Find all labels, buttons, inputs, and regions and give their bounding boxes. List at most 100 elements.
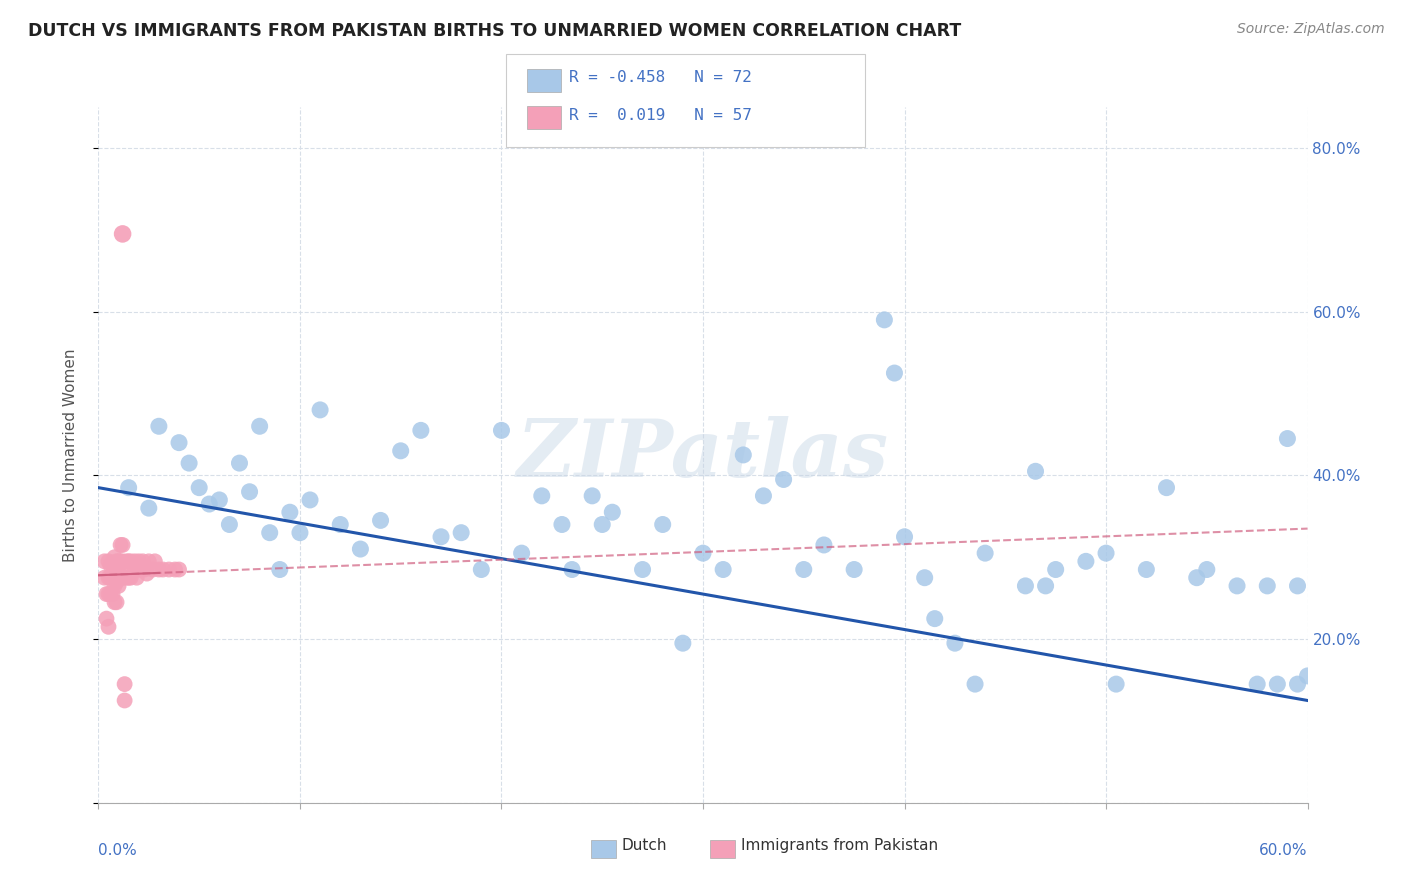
Point xyxy=(1226,579,1249,593)
Point xyxy=(711,562,734,576)
Point xyxy=(389,443,412,458)
Point xyxy=(107,571,129,585)
Point xyxy=(470,562,492,576)
Point xyxy=(591,517,613,532)
Point xyxy=(1045,562,1067,576)
Point xyxy=(409,423,432,437)
Text: Dutch: Dutch xyxy=(621,838,666,854)
Text: DUTCH VS IMMIGRANTS FROM PAKISTAN BIRTHS TO UNMARRIED WOMEN CORRELATION CHART: DUTCH VS IMMIGRANTS FROM PAKISTAN BIRTHS… xyxy=(28,22,962,40)
Point xyxy=(118,571,141,585)
Point xyxy=(138,501,160,516)
Point xyxy=(107,562,129,576)
Point xyxy=(1105,677,1128,691)
Point xyxy=(873,313,896,327)
Point xyxy=(218,517,240,532)
Point xyxy=(107,566,129,581)
Point xyxy=(450,525,472,540)
Point xyxy=(97,554,120,568)
Point xyxy=(752,489,775,503)
Point xyxy=(97,620,120,634)
Point xyxy=(1035,579,1057,593)
Point xyxy=(100,587,122,601)
Point xyxy=(138,554,160,568)
Point xyxy=(1185,571,1208,585)
Point xyxy=(491,423,513,437)
Point xyxy=(299,492,322,507)
Point xyxy=(309,403,332,417)
Point xyxy=(813,538,835,552)
Point xyxy=(97,571,120,585)
Point xyxy=(135,566,157,581)
Point xyxy=(111,554,134,568)
Point xyxy=(198,497,221,511)
Point xyxy=(329,517,352,532)
Point xyxy=(631,562,654,576)
Point xyxy=(793,562,815,576)
Point xyxy=(93,554,115,568)
Point xyxy=(111,227,134,241)
Point xyxy=(143,554,166,568)
Point xyxy=(157,562,180,576)
Point xyxy=(208,492,231,507)
Point xyxy=(1296,669,1319,683)
Point xyxy=(943,636,966,650)
Point xyxy=(349,542,371,557)
Point xyxy=(1135,562,1157,576)
Point xyxy=(96,587,118,601)
Point xyxy=(110,554,132,568)
Point xyxy=(602,505,624,519)
Point xyxy=(152,562,174,576)
Point xyxy=(105,574,128,589)
Point xyxy=(188,481,211,495)
Point xyxy=(118,481,141,495)
Point xyxy=(288,525,311,540)
Point xyxy=(179,456,201,470)
Point xyxy=(1277,432,1299,446)
Point xyxy=(132,554,155,568)
Point xyxy=(120,554,142,568)
Point xyxy=(101,571,124,585)
Point xyxy=(1286,677,1309,691)
Point xyxy=(110,538,132,552)
Point xyxy=(101,587,124,601)
Point xyxy=(551,517,574,532)
Point xyxy=(167,435,190,450)
Point xyxy=(510,546,533,560)
Point xyxy=(259,525,281,540)
Point xyxy=(1256,579,1278,593)
Point xyxy=(1025,464,1047,478)
Point xyxy=(115,554,138,568)
Point xyxy=(1267,677,1289,691)
Point xyxy=(111,538,134,552)
Point xyxy=(651,517,673,532)
Point xyxy=(120,571,142,585)
Point xyxy=(163,562,186,576)
Point xyxy=(128,554,150,568)
Point xyxy=(105,554,128,568)
Text: R = -0.458   N = 72: R = -0.458 N = 72 xyxy=(569,70,752,86)
Point xyxy=(893,530,915,544)
Point xyxy=(733,448,755,462)
Point xyxy=(974,546,997,560)
Text: Source: ZipAtlas.com: Source: ZipAtlas.com xyxy=(1237,22,1385,37)
Point xyxy=(1095,546,1118,560)
Point xyxy=(530,489,553,503)
Point xyxy=(370,513,392,527)
Point xyxy=(96,612,118,626)
Point xyxy=(101,558,124,573)
Point xyxy=(121,562,143,576)
Point xyxy=(103,579,125,593)
Text: 60.0%: 60.0% xyxy=(1260,843,1308,858)
Point xyxy=(124,554,146,568)
Point xyxy=(561,562,583,576)
Point xyxy=(692,546,714,560)
Text: Immigrants from Pakistan: Immigrants from Pakistan xyxy=(741,838,938,854)
Point xyxy=(228,456,250,470)
Point xyxy=(97,587,120,601)
Point xyxy=(883,366,905,380)
Point xyxy=(772,473,794,487)
Text: 0.0%: 0.0% xyxy=(98,843,138,858)
Point xyxy=(430,530,453,544)
Point xyxy=(93,571,115,585)
Point xyxy=(924,612,946,626)
